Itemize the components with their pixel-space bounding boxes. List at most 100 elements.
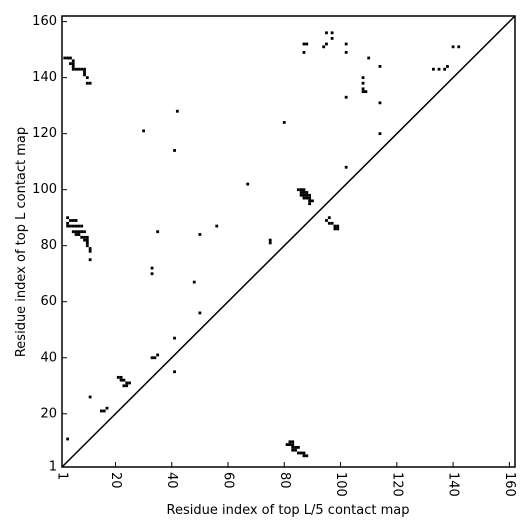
contact-point: [294, 448, 297, 452]
contact-point: [85, 238, 89, 242]
contact-point: [299, 451, 303, 455]
contact-point: [378, 65, 382, 68]
contact-point: [437, 67, 441, 71]
contact-point: [173, 370, 176, 374]
contact-point: [85, 81, 89, 85]
contact-point: [88, 249, 92, 253]
contact-point: [77, 230, 81, 234]
contact-point: [378, 101, 382, 105]
contact-point: [431, 67, 435, 71]
x-axis-label: Residue index of top L/5 contact map: [167, 503, 410, 518]
contact-point: [150, 266, 154, 270]
contact-point: [71, 62, 75, 66]
contact-point: [308, 193, 312, 197]
y-tick-label: 140: [32, 70, 57, 85]
contact-point: [66, 56, 70, 60]
y-axis-label: Residue index of top L contact map: [14, 127, 29, 357]
y-tick-label: 1: [49, 460, 57, 475]
x-tick-label: 20: [108, 472, 123, 489]
contact-point: [330, 37, 334, 40]
contact-point: [128, 381, 131, 385]
contact-point: [80, 67, 84, 71]
contact-point: [85, 244, 89, 248]
contact-point: [361, 90, 365, 94]
contact-point: [443, 67, 447, 71]
contact-point: [116, 375, 120, 379]
contact-point: [74, 230, 78, 234]
y-tick-label: 100: [32, 182, 57, 197]
contact-point: [215, 224, 219, 228]
contact-point: [299, 191, 303, 194]
contact-point: [105, 406, 109, 410]
contact-point: [88, 395, 92, 399]
contact-point: [302, 196, 306, 200]
contact-point: [246, 182, 250, 186]
contact-point: [74, 219, 78, 222]
contact-point: [74, 224, 78, 228]
contact-point: [80, 235, 84, 239]
contact-point: [305, 193, 309, 197]
contact-point: [83, 235, 86, 239]
contact-point: [71, 67, 75, 71]
contact-point: [85, 76, 89, 80]
contact-point: [69, 219, 72, 222]
contact-point: [282, 121, 286, 124]
contact-point: [71, 65, 75, 68]
contact-point: [291, 448, 295, 452]
contact-point: [333, 227, 337, 231]
x-tick-label: 100: [333, 472, 348, 497]
contact-point: [74, 67, 78, 71]
y-tick-label: 120: [32, 126, 57, 141]
contact-point: [325, 219, 328, 222]
contact-point: [125, 384, 129, 388]
contact-point: [305, 196, 309, 200]
contact-point: [71, 219, 75, 222]
contact-point: [80, 230, 84, 234]
contact-point: [83, 238, 86, 242]
diagonal-line: [61, 15, 516, 468]
contact-point: [88, 247, 92, 250]
contact-point: [122, 384, 126, 388]
contact-point: [302, 191, 306, 194]
y-tick-label: 40: [40, 350, 57, 365]
contact-point: [175, 109, 179, 113]
contact-point: [83, 67, 86, 71]
y-tick-label: 160: [32, 14, 57, 29]
contact-point: [99, 409, 103, 413]
contact-point: [361, 76, 365, 80]
contact-point: [361, 87, 365, 91]
x-tick-label: 120: [389, 472, 404, 497]
contact-point: [367, 56, 371, 60]
contact-point: [74, 233, 78, 236]
plot-frame: [61, 15, 516, 468]
contact-point: [192, 280, 196, 284]
contact-point: [291, 443, 295, 446]
contact-point: [378, 132, 382, 136]
contact-point: [294, 445, 297, 449]
x-tick-label: 160: [502, 472, 517, 497]
contact-point: [268, 238, 272, 242]
contact-point: [119, 378, 123, 382]
contact-point: [302, 451, 306, 455]
contact-point: [77, 67, 81, 71]
contact-point: [344, 165, 348, 169]
contact-point: [153, 356, 157, 360]
contact-point: [69, 224, 72, 228]
contact-point: [288, 440, 292, 444]
contact-point: [302, 42, 306, 46]
y-tick-label: 80: [40, 238, 57, 253]
contact-point: [288, 443, 292, 446]
contact-point: [308, 196, 312, 200]
contact-point: [102, 409, 106, 413]
contact-point: [88, 258, 92, 262]
contact-point: [299, 193, 303, 197]
contact-point: [83, 230, 86, 234]
contact-point: [285, 443, 289, 446]
contact-point: [69, 62, 72, 66]
contact-point: [71, 224, 75, 228]
contact-point: [150, 272, 154, 276]
contact-point: [308, 199, 312, 203]
contact-point: [311, 199, 314, 203]
